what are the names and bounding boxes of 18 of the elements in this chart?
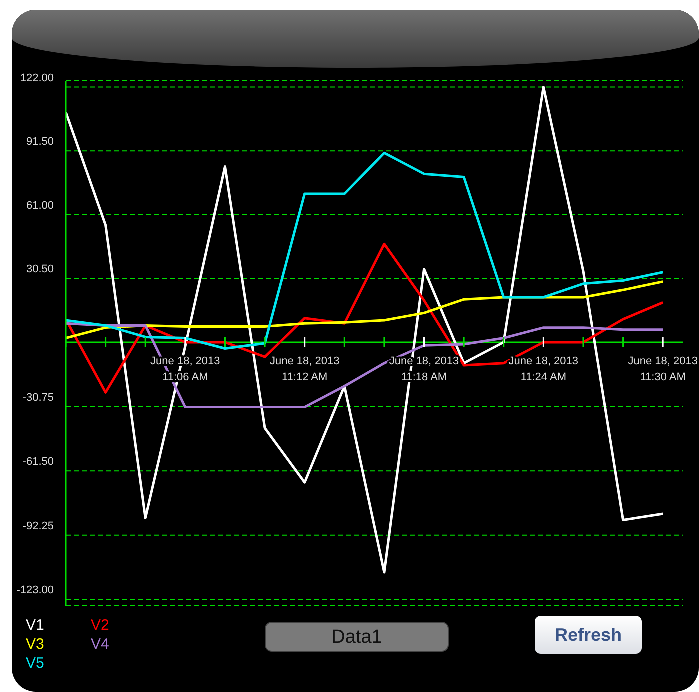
text: V2 (91, 617, 110, 634)
text: V1 (26, 617, 46, 634)
text: V3 (26, 636, 46, 653)
text: V4 (91, 636, 110, 653)
y-tick-label: -61.50 (22, 456, 54, 468)
y-tick-label: 122.00 (20, 72, 54, 84)
y-tick-label: -30.75 (22, 392, 54, 404)
y-tick-label: -123.00 (16, 584, 54, 597)
y-tick-label: 30.50 (26, 264, 54, 276)
x-tick-label: June 18, 2013 11:12 AM (270, 355, 340, 384)
y-tick-label: 61.00 (26, 200, 54, 212)
x-tick-label: June 18, 2013 11:24 AM (508, 355, 579, 384)
y-tick-label: -92.25 (22, 520, 54, 532)
refresh-button: Refresh (535, 616, 642, 654)
data-selector-button: Data1 (265, 622, 449, 652)
text: V5 (26, 655, 46, 672)
y-tick-label: 91.50 (26, 136, 54, 148)
x-tick-label: June 18, 2013 11:30 AM (628, 355, 698, 384)
